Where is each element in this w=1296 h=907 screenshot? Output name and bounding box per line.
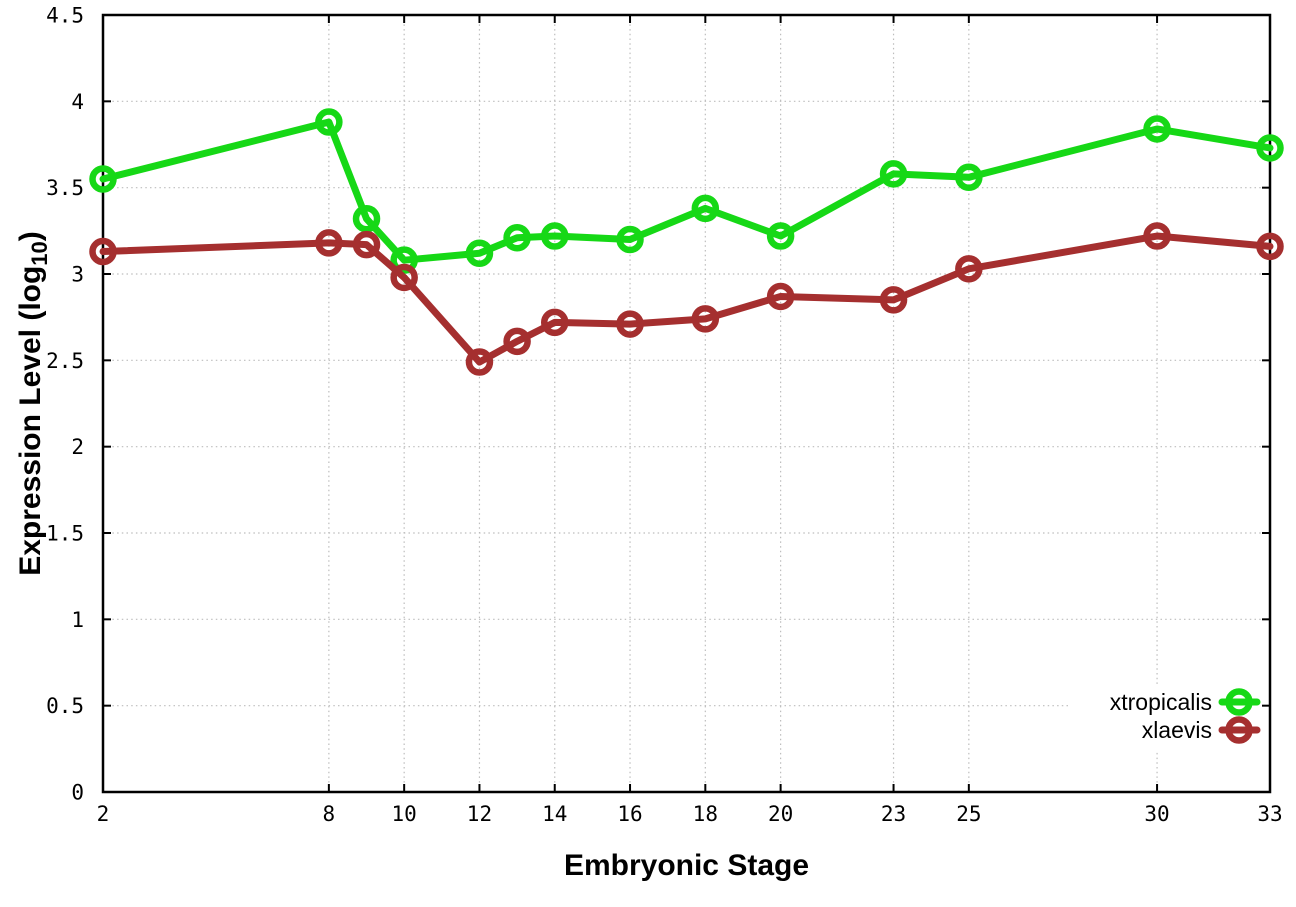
x-axis-tick-label: 12 <box>467 802 492 826</box>
data-point-marker <box>766 282 795 311</box>
data-point-marker <box>352 230 381 259</box>
data-point-marker <box>1256 134 1284 162</box>
data-point-marker <box>766 222 795 250</box>
x-axis-tick-label: 30 <box>1144 802 1169 826</box>
data-point-marker <box>540 308 569 337</box>
y-axis-tick-label: 4.5 <box>46 4 84 28</box>
x-axis-tick-label: 20 <box>768 802 793 826</box>
data-point-marker <box>691 194 720 223</box>
series-xtropicalis <box>89 108 1284 274</box>
data-point-marker <box>465 239 494 268</box>
data-point-marker <box>1256 232 1284 261</box>
y-axis-tick-label: 1 <box>71 608 84 632</box>
tick-labels: 2 8 10 12 14 16 18 20 23 25 30 33 0 0.5 1 1.5 2 2.5 3 3.5 4 4… <box>46 4 1283 827</box>
data-point-marker <box>616 310 644 338</box>
y-axis-title-text: Expression Level (log10) <box>14 231 52 576</box>
x-axis-title: Embryonic Stage <box>564 849 809 882</box>
y-axis-title: Expression Level (log10) <box>14 231 52 576</box>
y-axis-tick-label: 2 <box>71 435 84 459</box>
legend-sample-marker <box>1225 716 1253 744</box>
data-point-marker <box>1143 115 1171 143</box>
data-point-marker <box>503 223 531 252</box>
x-axis-tick-label: 10 <box>392 802 417 826</box>
legend-sample-marker <box>1225 688 1253 716</box>
x-axis-tick-label: 2 <box>97 802 110 826</box>
data-point-marker <box>390 246 418 274</box>
data-point-marker <box>315 108 343 136</box>
y-axis-tick-label: 3.5 <box>46 176 84 200</box>
data-point-marker <box>390 263 418 292</box>
data-point-marker <box>1143 222 1171 250</box>
x-axis-tick-label: 18 <box>693 802 718 826</box>
x-axis-tick-label: 16 <box>617 802 642 826</box>
data-point-marker <box>955 255 983 283</box>
y-axis-tick-label: 3 <box>71 263 84 287</box>
data-point-marker <box>540 222 569 250</box>
plot-border <box>101 13 1272 794</box>
x-axis-tick-label: 33 <box>1257 802 1282 826</box>
data-point-marker <box>503 327 531 356</box>
data-point-marker <box>955 163 983 192</box>
data-point-marker <box>879 286 908 314</box>
data-point-marker <box>352 204 381 233</box>
x-axis-tick-label: 14 <box>542 802 567 826</box>
y-axis-tick-label: 0 <box>71 781 84 805</box>
x-axis-tick-label: 8 <box>323 802 336 826</box>
data-point-marker <box>89 165 117 193</box>
data-point-marker <box>691 305 720 333</box>
y-axis-tick-label: 2.5 <box>46 349 84 373</box>
y-axis-tick-label: 0.5 <box>46 694 84 718</box>
legend-label-xlaevis: xlaevis <box>1142 717 1212 743</box>
data-point-marker <box>89 237 117 266</box>
data-point-marker <box>315 229 343 257</box>
y-axis-tick-label: 1.5 <box>46 522 84 546</box>
legend-label-xtropicalis: xtropicalis <box>1110 689 1212 715</box>
series-xlaevis <box>89 222 1284 376</box>
data-point-marker <box>879 160 908 188</box>
x-axis-tick-label: 25 <box>956 802 981 826</box>
axes <box>101 13 1272 794</box>
y-axis-tick-label: 4 <box>71 90 84 114</box>
data-point-marker <box>616 225 644 254</box>
x-axis-tick-label: 23 <box>881 802 906 826</box>
data-point-marker <box>465 348 494 376</box>
